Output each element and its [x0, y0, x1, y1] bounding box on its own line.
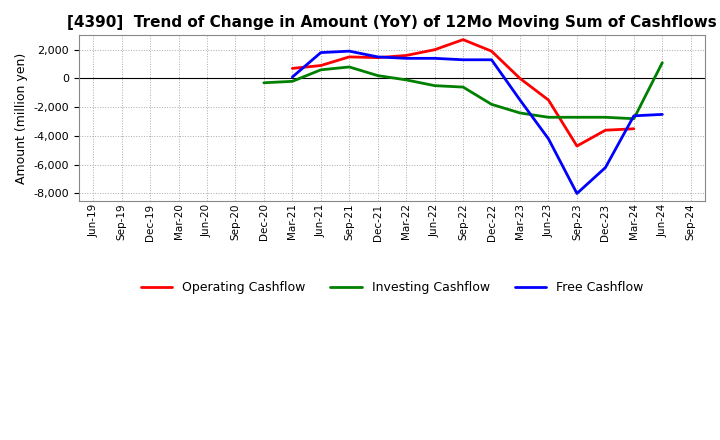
Operating Cashflow — [288, 66, 297, 71]
Free Cashflow — [544, 136, 553, 142]
Investing Cashflow — [516, 110, 524, 116]
Operating Cashflow — [374, 55, 382, 60]
Free Cashflow — [288, 74, 297, 80]
Investing Cashflow — [658, 60, 667, 65]
Operating Cashflow — [572, 143, 581, 149]
Operating Cashflow — [317, 63, 325, 68]
Free Cashflow — [345, 48, 354, 54]
Line: Free Cashflow: Free Cashflow — [292, 51, 662, 194]
Operating Cashflow — [459, 37, 467, 42]
Free Cashflow — [629, 113, 638, 118]
Free Cashflow — [374, 54, 382, 59]
Investing Cashflow — [288, 79, 297, 84]
Operating Cashflow — [345, 54, 354, 59]
Y-axis label: Amount (million yen): Amount (million yen) — [15, 52, 28, 183]
Operating Cashflow — [487, 48, 496, 54]
Investing Cashflow — [629, 116, 638, 121]
Free Cashflow — [402, 56, 410, 61]
Free Cashflow — [658, 112, 667, 117]
Free Cashflow — [431, 56, 439, 61]
Investing Cashflow — [260, 80, 269, 85]
Investing Cashflow — [601, 115, 610, 120]
Free Cashflow — [487, 57, 496, 62]
Investing Cashflow — [572, 115, 581, 120]
Operating Cashflow — [516, 76, 524, 81]
Investing Cashflow — [345, 64, 354, 70]
Legend: Operating Cashflow, Investing Cashflow, Free Cashflow: Operating Cashflow, Investing Cashflow, … — [135, 276, 648, 299]
Investing Cashflow — [487, 102, 496, 107]
Operating Cashflow — [431, 47, 439, 52]
Free Cashflow — [459, 57, 467, 62]
Investing Cashflow — [431, 83, 439, 88]
Investing Cashflow — [402, 77, 410, 83]
Title: [4390]  Trend of Change in Amount (YoY) of 12Mo Moving Sum of Cashflows: [4390] Trend of Change in Amount (YoY) o… — [67, 15, 717, 30]
Investing Cashflow — [374, 73, 382, 78]
Operating Cashflow — [629, 126, 638, 132]
Operating Cashflow — [601, 128, 610, 133]
Operating Cashflow — [402, 53, 410, 58]
Line: Investing Cashflow: Investing Cashflow — [264, 62, 662, 119]
Operating Cashflow — [544, 97, 553, 103]
Free Cashflow — [601, 165, 610, 170]
Free Cashflow — [317, 50, 325, 55]
Free Cashflow — [516, 97, 524, 103]
Investing Cashflow — [459, 84, 467, 90]
Investing Cashflow — [544, 115, 553, 120]
Free Cashflow — [572, 191, 581, 196]
Investing Cashflow — [317, 67, 325, 73]
Line: Operating Cashflow: Operating Cashflow — [292, 40, 634, 146]
